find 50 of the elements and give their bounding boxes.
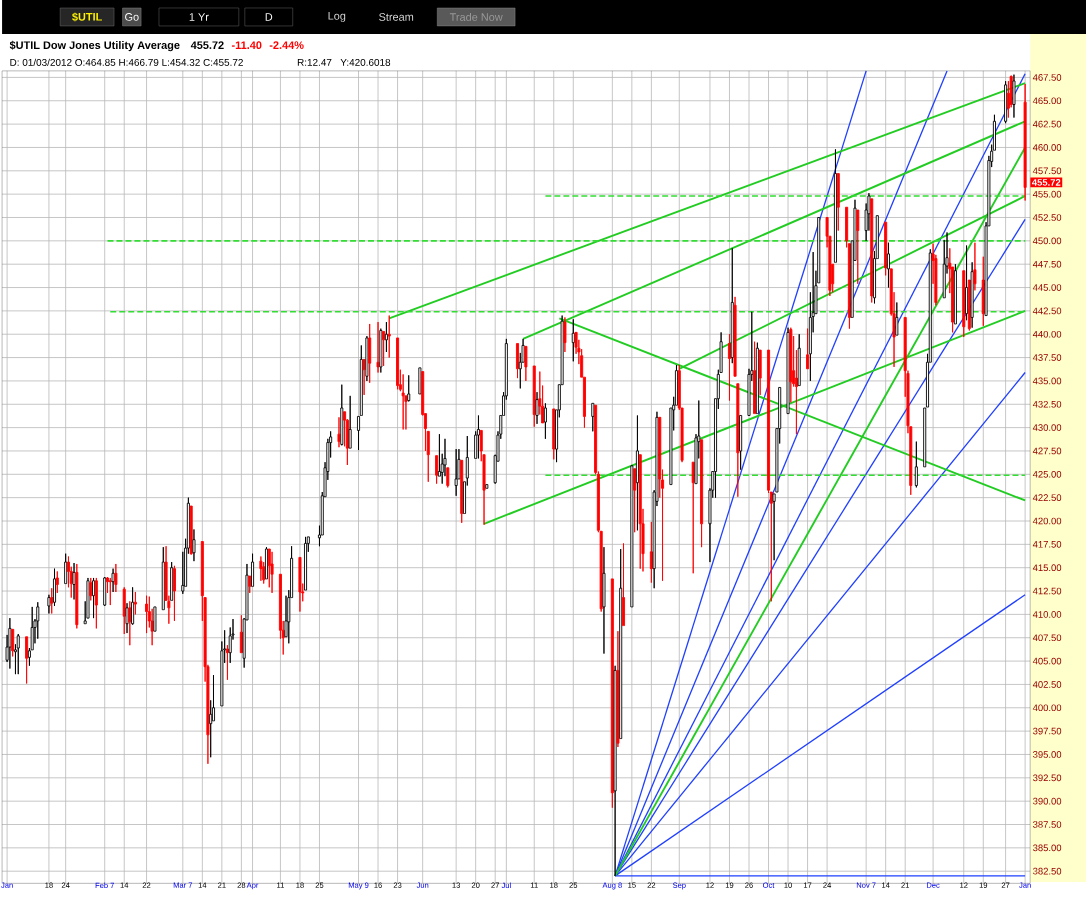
text: D (265, 13, 273, 21)
y-tick-label: 455.00 (1032, 190, 1062, 198)
text: Go (125, 12, 139, 21)
text: Stream (379, 12, 414, 21)
y-tick-label: 442.50 (1032, 307, 1062, 315)
y-tick-label: 412.50 (1032, 587, 1062, 595)
text: -11.40 (231, 41, 262, 49)
y-tick-label: 430.00 (1032, 424, 1062, 431)
y-tick-label: 402.50 (1032, 680, 1062, 688)
y-tick-label: 465.00 (1032, 97, 1062, 104)
y-tick-label: 440.00 (1032, 330, 1062, 338)
y-tick-label: 390.00 (1033, 797, 1062, 805)
y-tick-label: 415.00 (1032, 564, 1062, 571)
y-tick-label: 400.00 (1032, 704, 1062, 711)
y-tick-label: 460.00 (1032, 143, 1062, 151)
chart-subtitle: D: 01/03/2012 O:464.85 H:466.79 L:454.32 C:455.72 (10, 58, 243, 66)
y-tick-label: 392.50 (1033, 774, 1062, 782)
y-tick-label: 432.50 (1032, 400, 1062, 408)
y-tick-label: 457.50 (1032, 167, 1062, 175)
text: $UTIL (72, 12, 102, 22)
y-tick-label: 437.50 (1032, 354, 1062, 361)
y-tick-label: 397.50 (1033, 727, 1062, 735)
y-tick-label: 450.00 (1032, 237, 1062, 245)
y-tick-label: 405.00 (1032, 657, 1062, 665)
text: Trade Now (449, 12, 503, 21)
text: 1 Yr (189, 13, 209, 21)
y-tick-label: 417.50 (1032, 540, 1062, 548)
y-tick-label: 447.50 (1032, 260, 1062, 268)
y-tick-label: 387.50 (1033, 821, 1062, 828)
text: Y:420.6018 (340, 58, 391, 66)
text: Log (328, 11, 346, 22)
text: 455.72 (1031, 178, 1061, 186)
y-tick-label: 425.00 (1032, 470, 1062, 478)
text: 455.72 (190, 41, 224, 49)
y-tick-label: 407.50 (1032, 634, 1062, 641)
y-tick-label: 410.00 (1032, 610, 1062, 618)
y-tick-label: 420.00 (1032, 517, 1062, 525)
y-tick-label: 395.00 (1033, 750, 1062, 758)
y-tick-label: 467.50 (1032, 73, 1062, 81)
y-tick-label: 422.50 (1032, 494, 1062, 501)
y-tick-label: 445.00 (1032, 284, 1062, 291)
y-tick-label: 385.00 (1033, 844, 1062, 852)
y-tick-label: 452.50 (1032, 214, 1062, 221)
text: -2.44% (269, 41, 304, 49)
text: R:12.47 (297, 58, 332, 66)
y-tick-label: 435.00 (1032, 377, 1062, 385)
y-tick-label: 427.50 (1032, 447, 1062, 455)
y-tick-label: 462.50 (1032, 120, 1062, 128)
y-tick-label: 382.50 (1033, 867, 1062, 875)
chart-title: $UTIL Dow Jones Utility Average (9, 40, 180, 52)
